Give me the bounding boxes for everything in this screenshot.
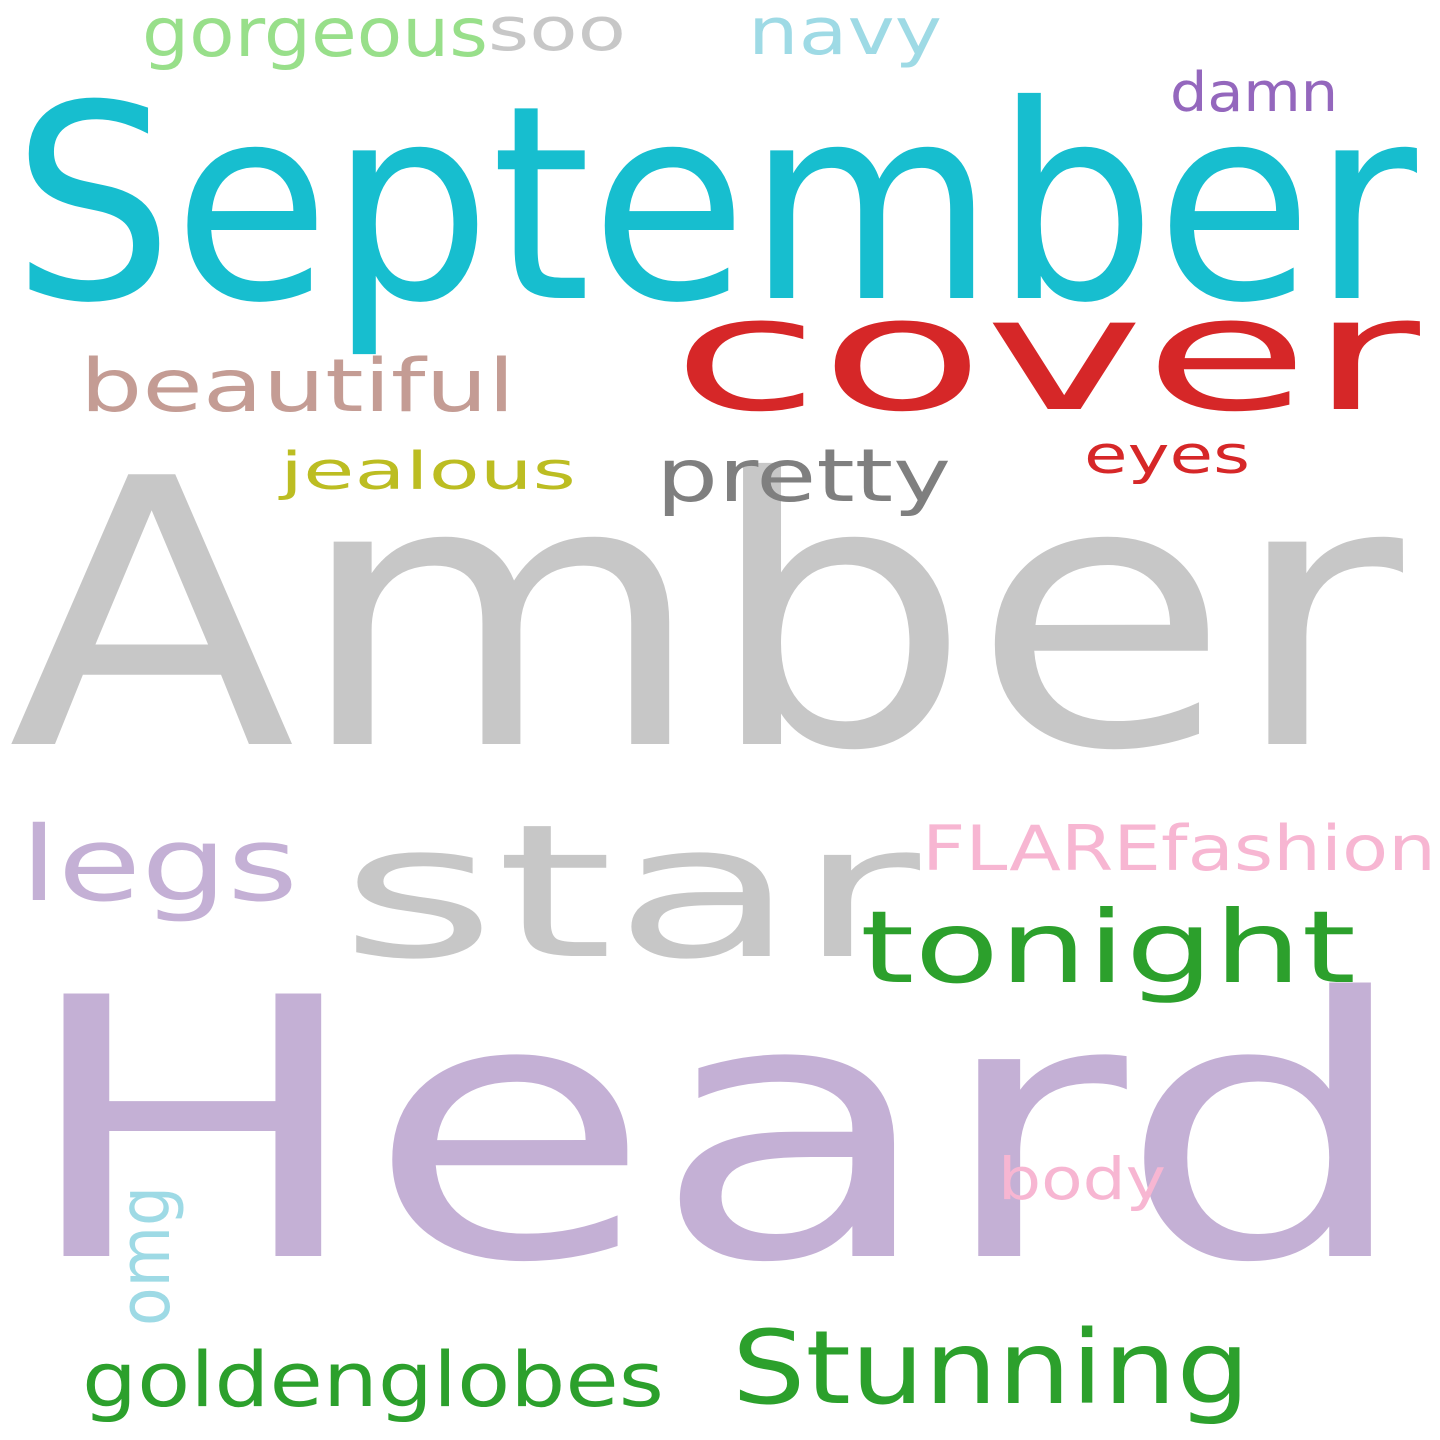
word-pretty: pretty [656,434,951,519]
word-soo: soo [488,0,626,65]
word-stunning: Stunning [732,1309,1250,1428]
word-flarefashion: FLAREfashion [922,812,1436,885]
word-tonight: tonight [860,889,1356,1006]
word-amber: Amber [8,402,1403,832]
word-star: star [340,784,920,1000]
word-gorgeous: gorgeous [142,0,488,73]
word-jealous: jealous [280,442,576,502]
word-eyes: eyes [1084,426,1250,486]
word-beautiful: beautiful [80,344,515,429]
word-damn: damn [1170,61,1338,124]
word-omg: omg [104,1186,186,1326]
word-september: September [12,47,1417,362]
word-cover: cover [672,263,1420,447]
word-body: body [998,1145,1166,1213]
word-heard: Heard [18,922,1413,1341]
word-goldenglobes: goldenglobes [82,1335,664,1424]
word-navy: navy [748,0,942,70]
word-legs: legs [20,805,298,925]
